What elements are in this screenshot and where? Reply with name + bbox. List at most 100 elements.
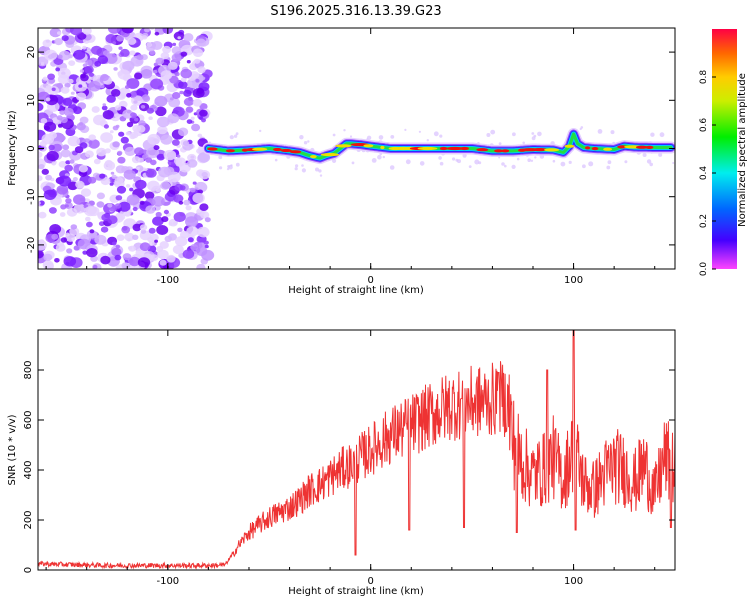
noise-blob <box>156 246 164 252</box>
noise-blob <box>166 254 176 263</box>
noise-blob <box>38 201 41 206</box>
noise-blob <box>196 263 206 269</box>
noise-blob <box>140 229 147 234</box>
noise-blob <box>57 123 63 128</box>
noise-blob <box>55 67 61 72</box>
noise-speck <box>624 160 628 164</box>
noise-blob <box>153 145 160 151</box>
noise-speck <box>534 156 537 159</box>
noise-speck <box>439 134 443 138</box>
noise-blob <box>183 199 191 206</box>
noise-blob <box>114 176 124 185</box>
colorbar-label: Normalized spectral amplitude <box>737 73 748 227</box>
noise-blob <box>69 159 75 164</box>
noise-blob <box>126 194 140 206</box>
noise-blob <box>187 159 198 168</box>
noise-blob <box>139 224 148 231</box>
noise-blob <box>189 187 196 193</box>
noise-blob <box>78 84 83 88</box>
noise-speck <box>531 132 535 135</box>
ridge-peak <box>252 147 268 151</box>
ridge-peak <box>501 149 510 153</box>
noise-blob <box>118 46 123 50</box>
noise-blob <box>75 180 85 189</box>
noise-blob <box>51 87 56 92</box>
noise-blob <box>73 245 80 251</box>
noise-blob <box>122 253 132 261</box>
noise-blob <box>180 68 192 79</box>
noise-blob <box>164 235 173 243</box>
noise-blob <box>186 119 193 124</box>
figure-title: S196.2025.316.13.39.G23 <box>270 4 441 19</box>
noise-blob <box>169 75 179 84</box>
spectrogram-x-label: Height of straight line (km) <box>288 285 424 296</box>
noise-blob <box>146 42 152 47</box>
noise-blob <box>148 227 156 234</box>
noise-blob <box>186 60 191 64</box>
noise-blob <box>79 69 84 73</box>
noise-blob <box>60 149 71 158</box>
noise-blob <box>109 182 114 186</box>
noise-speck <box>504 164 507 168</box>
snr-frame <box>37 329 676 571</box>
y-tick-label: 800 <box>23 360 34 379</box>
noise-blob <box>126 78 140 89</box>
spectrogram-x-axis: -100 0 100 <box>45 28 656 286</box>
noise-blob <box>48 144 55 151</box>
noise-blob <box>99 173 106 179</box>
noise-blob <box>125 131 131 136</box>
noise-speck <box>478 161 482 165</box>
noise-blob <box>185 106 194 113</box>
noise-blob <box>57 31 62 35</box>
colorbar-tick-label: 0.4 <box>699 166 709 181</box>
noise-blob <box>183 33 194 42</box>
noise-speck <box>418 130 421 133</box>
noise-blob <box>124 146 136 156</box>
noise-speck <box>332 133 336 137</box>
noise-blob <box>167 61 178 70</box>
noise-blob <box>82 63 88 68</box>
ridge-peak <box>544 148 560 152</box>
noise-blob <box>169 97 174 101</box>
spectrogram-y-label: Frequency (Hz) <box>7 110 18 186</box>
noise-blob <box>40 62 45 66</box>
noise-blob <box>117 156 126 164</box>
noise-blob <box>73 49 86 60</box>
noise-speck <box>218 155 223 160</box>
y-tick-label: 600 <box>23 410 34 429</box>
noise-blob <box>192 48 204 57</box>
noise-blob <box>38 249 44 259</box>
noise-blob <box>168 222 173 226</box>
noise-blob <box>101 105 108 111</box>
noise-blob <box>82 250 88 255</box>
noise-blob <box>132 124 142 133</box>
noise-speck <box>501 162 505 166</box>
noise-blob <box>48 131 57 139</box>
noise-speck <box>474 159 480 165</box>
ridge-peak <box>591 147 599 151</box>
noise-blob <box>45 97 51 102</box>
noise-blob <box>68 78 74 84</box>
noise-blob <box>38 211 47 219</box>
noise-blob <box>132 234 139 240</box>
noise-speck <box>419 161 425 166</box>
noise-speck <box>233 134 238 138</box>
noise-blob <box>204 217 211 223</box>
noise-blob <box>147 236 154 243</box>
noise-blob <box>122 109 134 119</box>
noise-blob <box>199 109 208 117</box>
noise-blob <box>78 122 84 126</box>
noise-speck <box>606 165 611 170</box>
noise-blob <box>93 158 101 165</box>
noise-blob <box>126 121 134 128</box>
noise-speck <box>490 129 496 135</box>
noise-blob <box>60 237 68 243</box>
noise-blob <box>132 206 138 212</box>
noise-blob <box>139 200 145 205</box>
noise-blob <box>57 67 71 79</box>
colorbar-gradient <box>712 29 737 269</box>
noise-speck <box>229 135 234 140</box>
noise-blob <box>175 157 186 166</box>
